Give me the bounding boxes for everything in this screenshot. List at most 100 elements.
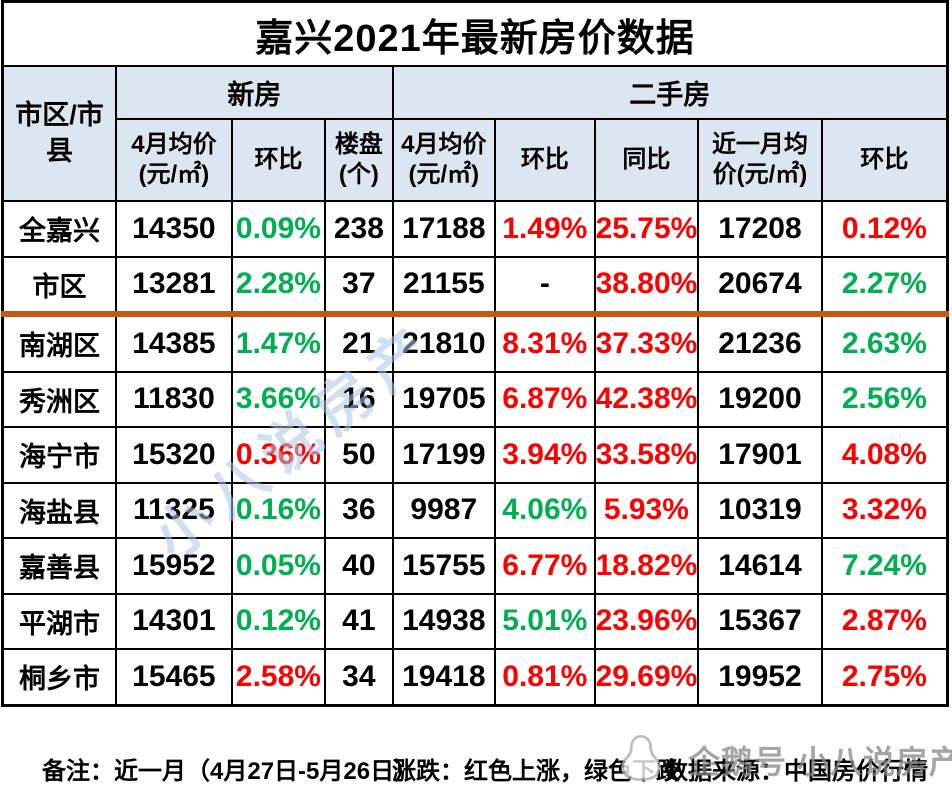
table-cell: 15367	[697, 592, 823, 650]
table-row: 全嘉兴 14350 0.09% 238 17188 1.49% 25.75% 1…	[1, 200, 949, 258]
table-cell: 17901	[697, 426, 823, 484]
table-cell: 0.81%	[494, 648, 596, 706]
table-cell: 2.58%	[230, 648, 327, 706]
table-cell: 14301	[115, 592, 233, 650]
table-cell: 4.08%	[820, 426, 949, 484]
col-header-used-month-price: 近一月均价(元/㎡)	[697, 118, 823, 202]
table-cell: 0.36%	[230, 426, 327, 484]
row-name: 全嘉兴	[1, 200, 118, 258]
table-row: 平湖市 14301 0.12% 41 14938 5.01% 23.96% 15…	[1, 592, 949, 650]
page-title: 嘉兴2021年最新房价数据	[1, 0, 949, 67]
note-source: 数据来源：中国房价行情	[664, 758, 928, 785]
table-cell: 25.75%	[593, 200, 700, 258]
corner-header: 市区/市县	[1, 65, 118, 202]
table-row: 秀洲区 11830 3.66% 16 19705 6.87% 42.38% 19…	[1, 370, 949, 428]
table-cell: 34	[324, 648, 394, 706]
title-row: 嘉兴2021年最新房价数据	[1, 0, 949, 67]
row-name: 桐乡市	[1, 648, 118, 706]
table-cell: 19952	[697, 648, 823, 706]
group-header-secondhand: 二手房	[391, 65, 949, 120]
table-cell: 41	[324, 592, 394, 650]
footer-notes: 备注：近一月（4月27日-5月26日） 涨跌：红色上涨，绿色下跌 数据来源：中国…	[0, 735, 952, 796]
table-cell: 2.87%	[820, 592, 949, 650]
table-cell: 19705	[391, 370, 497, 428]
table-row: 嘉善县 15952 0.05% 40 15755 6.77% 18.82% 14…	[1, 537, 949, 595]
row-name: 秀洲区	[1, 370, 118, 428]
table-cell: 17208	[697, 200, 823, 258]
col-header-used-yoy: 同比	[593, 118, 700, 202]
table-cell: -	[494, 255, 596, 317]
table-cell: 50	[324, 426, 394, 484]
table-cell: 38.80%	[593, 255, 700, 317]
row-name: 嘉善县	[1, 537, 118, 595]
table-cell: 6.77%	[494, 537, 596, 595]
table-cell: 37.33%	[593, 313, 700, 373]
row-name: 平湖市	[1, 592, 118, 650]
table-cell: 0.09%	[230, 200, 327, 258]
col-header-new-projects: 楼盘(个)	[324, 118, 394, 202]
table-cell: 1.49%	[494, 200, 596, 258]
table-cell: 2.56%	[820, 370, 949, 428]
table-cell: 20674	[697, 255, 823, 317]
table-cell: 11830	[115, 370, 233, 428]
col-header-new-mom: 环比	[230, 118, 327, 202]
table-cell: 23.96%	[593, 592, 700, 650]
table-cell: 7.24%	[820, 537, 949, 595]
table-cell: 14385	[115, 313, 233, 373]
row-name: 南湖区	[1, 313, 118, 373]
table-cell: 4.06%	[494, 481, 596, 539]
table-cell: 14350	[115, 200, 233, 258]
table-cell: 17188	[391, 200, 497, 258]
table-cell: 3.32%	[820, 481, 949, 539]
table-cell: 15465	[115, 648, 233, 706]
table-cell: 0.12%	[230, 592, 327, 650]
table-cell: 6.87%	[494, 370, 596, 428]
col-header-used-price: 4月均价(元/㎡)	[391, 118, 497, 202]
table-cell: 19418	[391, 648, 497, 706]
table-cell: 37	[324, 255, 394, 317]
table-cell: 18.82%	[593, 537, 700, 595]
table-cell: 14614	[697, 537, 823, 595]
table-cell: 2.75%	[820, 648, 949, 706]
table-cell: 15952	[115, 537, 233, 595]
table-cell: 0.12%	[820, 200, 949, 258]
table-cell: 13281	[115, 255, 233, 317]
table-cell: 0.05%	[230, 537, 327, 595]
table-cell: 9987	[391, 481, 497, 539]
row-name: 市区	[1, 255, 118, 317]
header-group-row: 市区/市县 新房 二手房	[1, 65, 949, 202]
table-cell: 11325	[115, 481, 233, 539]
table-row: 海宁市 15320 0.36% 50 17199 3.94% 33.58% 17…	[1, 426, 949, 484]
note-remark: 备注：近一月（4月27日-5月26日）	[42, 758, 419, 785]
table-cell: 40	[324, 537, 394, 595]
table-cell: 19200	[697, 370, 823, 428]
table-cell: 17199	[391, 426, 497, 484]
table-cell: 0.16%	[230, 481, 327, 539]
table-cell: 15755	[391, 537, 497, 595]
table-cell: 21236	[697, 313, 823, 373]
table-cell: 15320	[115, 426, 233, 484]
table-cell: 2.27%	[820, 255, 949, 317]
table-cell: 2.63%	[820, 313, 949, 373]
table-cell: 5.93%	[593, 481, 700, 539]
header-sub-row: 4月均价(元/㎡) 环比 楼盘(个) 4月均价(元/㎡) 环比 同比 近一月均价…	[3, 118, 949, 202]
group-header-new: 新房	[115, 65, 394, 120]
price-table: 嘉兴2021年最新房价数据 市区/市县 新房 二手房 4月均价(元/㎡) 环比 …	[1, 0, 949, 707]
table-cell: 238	[324, 200, 394, 258]
row-name: 海宁市	[1, 426, 118, 484]
table-cell: 5.01%	[494, 592, 596, 650]
table-cell: 1.47%	[230, 313, 327, 373]
col-header-used-mom: 环比	[494, 118, 596, 202]
table-row: 海盐县 11325 0.16% 36 9987 4.06% 5.93% 1031…	[1, 481, 949, 539]
table-row: 桐乡市 15465 2.58% 34 19418 0.81% 29.69% 19…	[1, 648, 949, 706]
table-cell: 21810	[391, 313, 497, 373]
table-cell: 21155	[391, 255, 497, 317]
table-cell: 10319	[697, 481, 823, 539]
table-cell: 16	[324, 370, 394, 428]
table-cell: 8.31%	[494, 313, 596, 373]
col-header-used-month-mom: 环比	[820, 118, 949, 202]
table-cell: 42.38%	[593, 370, 700, 428]
row-name: 海盐县	[1, 481, 118, 539]
table-cell: 3.66%	[230, 370, 327, 428]
